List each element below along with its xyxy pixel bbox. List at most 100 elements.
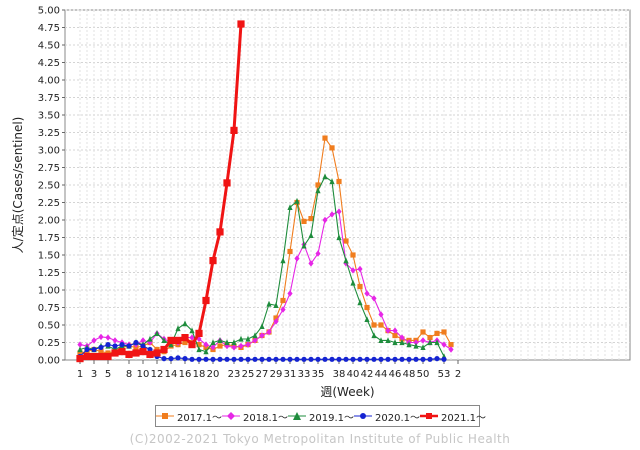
data-point-series-0	[98, 349, 104, 355]
y-tick-label: 3.00	[38, 146, 60, 157]
data-point-series-3	[343, 356, 349, 362]
data-point-series-2	[280, 257, 286, 264]
data-point-series-2	[364, 316, 370, 322]
data-point-series-0	[77, 350, 83, 356]
data-point-series-2	[371, 332, 377, 339]
data-point-series-1	[294, 255, 300, 262]
data-point-series-0	[371, 322, 377, 328]
y-tick-label: 2.75	[38, 163, 60, 174]
data-point-series-3	[378, 356, 384, 362]
x-tick-label: 31	[284, 369, 297, 380]
data-point-series-3	[413, 356, 419, 362]
y-tick-label: 4.25	[38, 58, 60, 69]
data-point-series-0	[182, 339, 188, 346]
x-tick-label: 10	[137, 369, 150, 380]
data-point-series-0	[308, 216, 314, 222]
data-point-series-0	[280, 297, 286, 304]
y-tick-label: 1.50	[38, 251, 60, 262]
data-point-series-2	[266, 300, 272, 307]
data-point-series-1	[357, 265, 363, 273]
x-tick-label: 50	[417, 369, 430, 380]
data-point-series-3	[133, 339, 139, 346]
copyright-text: (C)2002-2021 Tokyo Metropolitan Institut…	[129, 432, 511, 446]
x-tick-label: 12	[151, 369, 164, 380]
data-point-series-2	[161, 337, 167, 343]
data-point-series-4	[188, 341, 196, 349]
x-tick-label: 25	[242, 369, 255, 380]
data-point-series-2	[259, 323, 265, 329]
data-point-series-3	[294, 356, 300, 362]
data-point-series-4	[167, 336, 175, 344]
data-point-series-3	[105, 342, 111, 348]
data-point-series-3	[161, 356, 167, 362]
data-point-series-2	[189, 327, 195, 334]
data-point-series-4	[97, 352, 105, 361]
x-tick-label: 27	[256, 369, 269, 380]
data-point-series-2	[245, 335, 251, 342]
x-tick-label: 14	[165, 369, 178, 380]
data-point-series-3	[371, 356, 377, 362]
data-point-series-3	[245, 356, 251, 362]
data-point-series-3	[329, 356, 335, 362]
data-point-series-1	[245, 341, 251, 348]
data-point-series-3	[119, 342, 125, 348]
data-point-series-1	[420, 337, 426, 344]
data-point-series-1	[413, 339, 419, 346]
data-point-series-1	[189, 334, 195, 341]
data-point-series-0	[364, 304, 370, 311]
data-point-series-3	[252, 356, 258, 362]
data-point-series-2	[287, 204, 293, 210]
data-point-series-1	[105, 334, 111, 341]
data-point-series-1	[371, 295, 377, 302]
data-point-series-0	[343, 238, 349, 244]
x-tick-label: 1	[77, 369, 83, 380]
x-tick-label: 8	[126, 369, 132, 380]
legend-item-2: 2019.1～	[288, 409, 354, 424]
data-point-series-3	[287, 356, 293, 362]
y-tick-label: 0.50	[38, 321, 60, 332]
data-point-series-2	[308, 232, 314, 238]
data-point-series-1	[77, 341, 83, 348]
data-point-series-2	[434, 339, 440, 346]
data-point-series-2	[322, 173, 328, 180]
data-point-series-1	[210, 344, 216, 351]
legend-label-3: 2020.1～	[375, 412, 420, 424]
data-point-series-3	[203, 356, 209, 362]
x-tick-label: 16	[179, 369, 192, 380]
x-tick-label: 33	[298, 369, 311, 380]
y-tick-label: 3.50	[38, 111, 60, 122]
legend: 2017.1～ 2018.1～ 2019.1～ 2020.1～ 2021.1～	[155, 405, 486, 427]
data-point-series-2	[399, 339, 405, 346]
data-point-series-3	[385, 356, 391, 362]
data-point-series-1	[266, 328, 272, 336]
data-point-series-2	[252, 332, 258, 339]
x-tick-label: 18	[193, 369, 206, 380]
data-point-series-0	[441, 329, 447, 335]
data-point-series-2	[154, 330, 160, 336]
x-tick-label: 35	[312, 369, 325, 380]
data-point-series-1	[112, 337, 118, 344]
data-point-series-1	[378, 311, 384, 318]
data-point-series-0	[378, 322, 384, 328]
y-tick-label: 1.25	[38, 268, 60, 279]
legend-swatch-2	[288, 412, 306, 420]
y-tick-label: 0.25	[38, 338, 60, 349]
data-point-series-0	[350, 252, 356, 258]
data-point-series-2	[385, 337, 391, 343]
x-tick-label: 48	[403, 369, 416, 380]
data-point-series-3	[266, 356, 272, 362]
data-point-series-1	[231, 344, 237, 351]
data-point-series-4	[76, 355, 84, 363]
data-point-series-2	[420, 344, 426, 350]
data-point-series-2	[413, 342, 419, 349]
data-point-series-0	[420, 329, 426, 335]
data-point-series-0	[427, 335, 433, 341]
plot-area	[64, 9, 631, 361]
y-axis-title: 人/定点(Cases/sentinel)	[10, 117, 25, 254]
data-point-series-4	[160, 345, 168, 354]
data-point-series-3	[224, 356, 230, 362]
legend-item-1: 2018.1～	[222, 409, 288, 424]
data-point-series-0	[217, 343, 223, 349]
legend-label-0: 2017.1～	[177, 412, 222, 424]
data-point-series-3	[84, 346, 90, 353]
